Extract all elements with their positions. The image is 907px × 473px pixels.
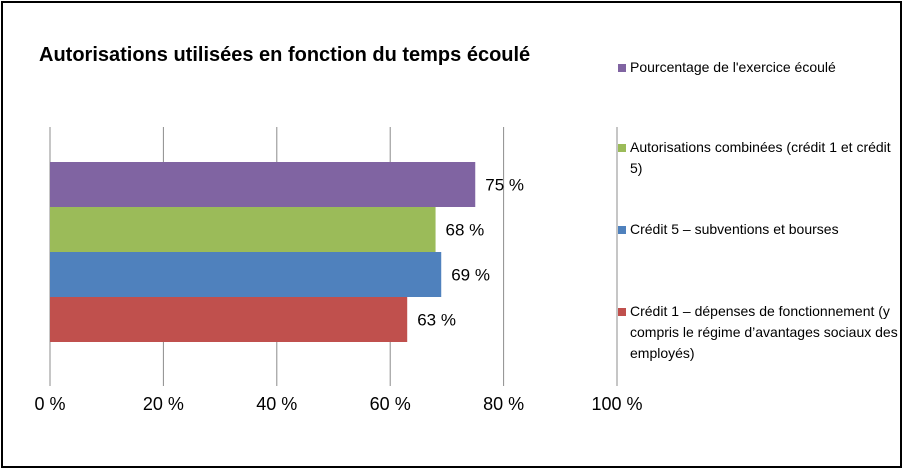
legend-swatch (618, 226, 626, 234)
legend-label: Autorisations combinées (crédit 1 et cré… (630, 139, 891, 176)
legend-label: Pourcentage de l'exercice écoulé (630, 59, 836, 75)
legend-label: Crédit 5 – subventions et bourses (630, 221, 839, 237)
data-label: 69 % (451, 266, 490, 285)
x-tick-label: 100 % (591, 394, 642, 414)
legend-label: Crédit 1 – dépenses de fonctionnement (y… (630, 303, 898, 361)
x-tick-label: 0 % (34, 394, 65, 414)
legend-item: Crédit 1 – dépenses de fonctionnement (y… (618, 301, 898, 364)
x-tick-label: 80 % (483, 394, 524, 414)
bar (50, 252, 442, 297)
legend-swatch (618, 64, 626, 72)
x-tick-label: 20 % (143, 394, 184, 414)
legend-item: Crédit 5 – subventions et bourses (618, 219, 898, 240)
data-label: 63 % (417, 311, 456, 330)
x-tick-label: 60 % (370, 394, 411, 414)
data-label: 68 % (446, 221, 485, 240)
bar (50, 207, 436, 252)
legend-item: Pourcentage de l'exercice écoulé (618, 57, 898, 78)
x-tick-label: 40 % (256, 394, 297, 414)
data-label: 75 % (485, 176, 524, 195)
bar (50, 297, 408, 342)
legend-item: Autorisations combinées (crédit 1 et cré… (618, 137, 898, 179)
legend-swatch (618, 144, 626, 152)
chart-title: Autorisations utilisées en fonction du t… (39, 44, 531, 66)
bar (50, 162, 476, 207)
legend-swatch (618, 308, 626, 316)
